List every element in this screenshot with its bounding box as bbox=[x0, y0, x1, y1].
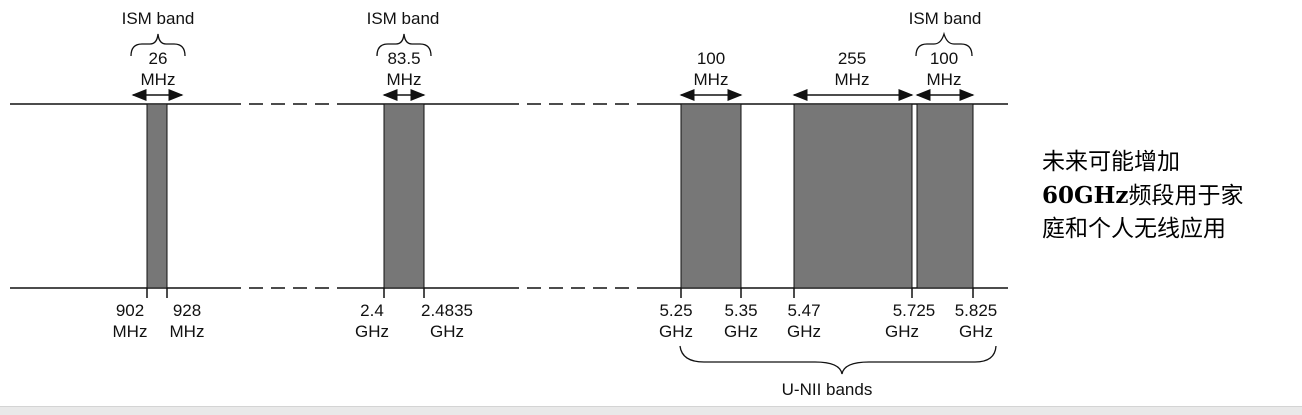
band-5250-5350 bbox=[680, 103, 742, 289]
freq-5-825-unit: GHz bbox=[959, 322, 993, 341]
ism-label-2: ISM band bbox=[367, 9, 440, 28]
band-902-928 bbox=[146, 103, 168, 289]
ism-label-3: ISM band bbox=[909, 9, 982, 28]
ism-brace-3 bbox=[915, 31, 973, 57]
freq-5-725-unit: GHz bbox=[885, 322, 919, 341]
band-3-width-value: 100 bbox=[697, 49, 725, 68]
freq-5-725: 5.725 bbox=[893, 301, 936, 320]
band-2-width-value: 83.5 bbox=[387, 49, 420, 68]
band-1-width-unit: MHz bbox=[141, 70, 176, 89]
note-line-2: 60GHz频段用于家 bbox=[1042, 179, 1292, 213]
band-5-width-value: 100 bbox=[930, 49, 958, 68]
future-60ghz-note: 未来可能增加 60GHz频段用于家 庭和个人无线应用 bbox=[1042, 146, 1292, 246]
unii-brace bbox=[679, 345, 997, 375]
freq-5-25-unit: GHz bbox=[659, 322, 693, 341]
freq-928: 928 bbox=[173, 301, 201, 320]
freq-5-47-unit: GHz bbox=[787, 322, 821, 341]
note-line-3: 庭和个人无线应用 bbox=[1042, 216, 1226, 242]
note-line-2-rest: 频段用于家 bbox=[1128, 183, 1244, 209]
note-line-1: 未来可能增加 bbox=[1042, 149, 1180, 175]
freq-2-4835-unit: GHz bbox=[430, 322, 464, 341]
band-2400-2483 bbox=[383, 103, 425, 289]
band-4-width-unit: MHz bbox=[835, 70, 870, 89]
ism-label-1: ISM band bbox=[122, 9, 195, 28]
freq-2-4835: 2.4835 bbox=[421, 301, 473, 320]
band-5-width-unit: MHz bbox=[927, 70, 962, 89]
freq-2-4: 2.4 bbox=[360, 301, 384, 320]
band-1-width-value: 26 bbox=[149, 49, 168, 68]
ism-brace-1 bbox=[130, 33, 186, 57]
band-2-width-unit: MHz bbox=[387, 70, 422, 89]
freq-2-4-unit: GHz bbox=[355, 322, 389, 341]
bottom-ticks bbox=[146, 288, 974, 298]
window-bottom-bar bbox=[0, 406, 1302, 415]
unii-label: U-NII bands bbox=[782, 380, 873, 399]
band-5725-5825 bbox=[916, 103, 974, 289]
freq-5-25: 5.25 bbox=[659, 301, 692, 320]
note-60ghz: 60GHz bbox=[1042, 182, 1129, 209]
band-4-width-value: 255 bbox=[838, 49, 866, 68]
freq-928-unit: MHz bbox=[170, 322, 205, 341]
freq-902-unit: MHz bbox=[113, 322, 148, 341]
freq-5-825: 5.825 bbox=[955, 301, 998, 320]
freq-5-47: 5.47 bbox=[787, 301, 820, 320]
ism-brace-2 bbox=[376, 33, 432, 57]
band-5470-5725 bbox=[793, 103, 913, 289]
freq-902: 902 bbox=[116, 301, 144, 320]
band-3-width-unit: MHz bbox=[694, 70, 729, 89]
freq-5-35: 5.35 bbox=[724, 301, 757, 320]
freq-5-35-unit: GHz bbox=[724, 322, 758, 341]
